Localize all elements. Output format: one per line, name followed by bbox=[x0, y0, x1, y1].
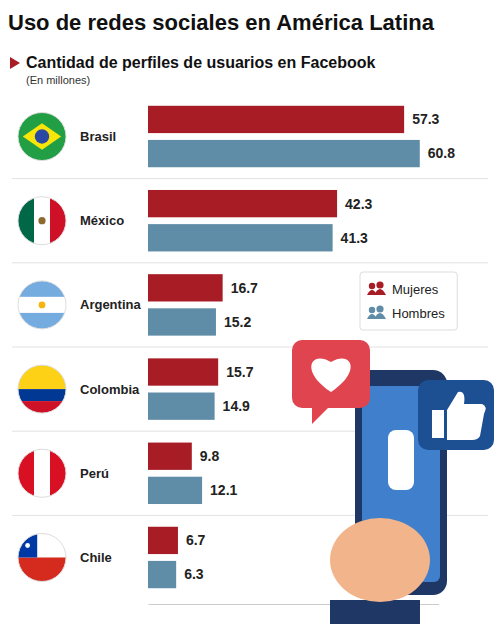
data-label: 60.8 bbox=[428, 145, 455, 161]
subtitle: Cantidad de perfiles de usuarios en Face… bbox=[26, 54, 376, 71]
legend-icon-part bbox=[374, 289, 386, 295]
legend-label: Mujeres bbox=[392, 282, 439, 297]
bar bbox=[148, 443, 192, 470]
category-label: Argentina bbox=[80, 297, 141, 312]
chart: Uso de redes sociales en América Latina C… bbox=[0, 0, 501, 624]
bar bbox=[148, 527, 178, 554]
flag-part bbox=[18, 401, 66, 413]
flag bbox=[18, 281, 66, 329]
bar bbox=[148, 190, 337, 217]
bar bbox=[148, 477, 202, 504]
category-label: Brasil bbox=[80, 129, 116, 144]
flag-part bbox=[18, 313, 66, 329]
flag-part bbox=[18, 533, 66, 557]
unit-note: (En millones) bbox=[26, 74, 90, 86]
legend-icon bbox=[367, 305, 386, 319]
flag-part bbox=[38, 217, 45, 224]
flag-part bbox=[50, 449, 66, 497]
legend-box bbox=[360, 272, 457, 330]
illustration-part bbox=[292, 340, 370, 408]
flag-border bbox=[18, 281, 66, 329]
flag-part bbox=[50, 197, 66, 245]
legend: Mujeres Hombres bbox=[360, 272, 457, 330]
flag-border bbox=[18, 533, 66, 581]
flag-border bbox=[18, 365, 66, 413]
flag bbox=[18, 365, 66, 413]
bar bbox=[148, 224, 333, 251]
legend-icon-part bbox=[376, 305, 383, 312]
legend-label: Hombres bbox=[392, 306, 445, 321]
flag-part bbox=[34, 449, 50, 497]
flag-part bbox=[18, 113, 66, 161]
category-label: Chile bbox=[80, 550, 112, 565]
flag-border bbox=[18, 197, 66, 245]
flag-part bbox=[39, 302, 46, 309]
separator bbox=[12, 178, 488, 179]
data-label: 42.3 bbox=[345, 196, 372, 212]
data-label: 6.3 bbox=[184, 566, 204, 582]
illustration-part bbox=[330, 600, 420, 624]
flag-part bbox=[18, 365, 66, 389]
illustration-part bbox=[432, 410, 444, 438]
legend-icon bbox=[367, 281, 386, 295]
flag-part bbox=[35, 129, 49, 143]
flag-part bbox=[23, 123, 61, 149]
data-label: 57.3 bbox=[412, 111, 439, 127]
bar bbox=[148, 140, 420, 167]
illustration-part bbox=[388, 430, 414, 490]
data-label: 14.9 bbox=[223, 398, 250, 414]
bar bbox=[148, 274, 223, 301]
illustration-part bbox=[418, 380, 494, 450]
legend-icon-part bbox=[374, 313, 386, 319]
flags bbox=[18, 113, 66, 582]
illustration-part bbox=[311, 359, 350, 392]
bar bbox=[148, 106, 404, 133]
data-label: 9.8 bbox=[200, 448, 220, 464]
flag-part bbox=[34, 197, 50, 245]
flag-part bbox=[18, 557, 66, 581]
bar bbox=[148, 358, 218, 385]
flag-part bbox=[18, 297, 66, 313]
category-label: Perú bbox=[80, 466, 109, 481]
separator bbox=[12, 347, 488, 348]
subtitle-marker bbox=[10, 57, 20, 69]
data-label: 6.7 bbox=[186, 532, 206, 548]
data-labels: 57.3 42.3 16.7 15.7 9.8 6.7 60.8 41.3 15.2 14.9 12… bbox=[184, 111, 455, 582]
flag-part bbox=[25, 543, 30, 548]
title: Uso de redes sociales en América Latina bbox=[8, 10, 435, 35]
separator bbox=[12, 262, 488, 263]
category-label: Colombia bbox=[80, 382, 140, 397]
category-label: México bbox=[80, 213, 124, 228]
data-label: 15.2 bbox=[224, 314, 251, 330]
flag bbox=[18, 113, 66, 161]
flag-part bbox=[18, 197, 34, 245]
background bbox=[0, 0, 501, 624]
illustration-part bbox=[312, 406, 330, 424]
data-label: 15.7 bbox=[226, 364, 253, 380]
data-label: 12.1 bbox=[210, 482, 237, 498]
bar bbox=[148, 308, 216, 335]
category-labels: Brasil México Argentina Colombia Perú Chile bbox=[80, 129, 141, 565]
legend-icon-part bbox=[369, 283, 375, 289]
flag-part bbox=[18, 449, 34, 497]
flag bbox=[18, 197, 66, 245]
bar bbox=[148, 393, 215, 420]
illustration bbox=[292, 340, 494, 624]
flag-border bbox=[18, 449, 66, 497]
flag-border bbox=[18, 113, 66, 161]
bar bbox=[148, 561, 176, 588]
flag bbox=[18, 533, 66, 581]
flag-part bbox=[18, 389, 66, 401]
illustration-part bbox=[447, 392, 486, 440]
illustration-part bbox=[330, 518, 430, 602]
data-label: 16.7 bbox=[231, 280, 258, 296]
data-label: 41.3 bbox=[341, 230, 368, 246]
legend-icon-part bbox=[376, 281, 383, 288]
flag-part bbox=[18, 281, 66, 297]
legend-icon-part bbox=[369, 307, 375, 313]
flag bbox=[18, 449, 66, 497]
